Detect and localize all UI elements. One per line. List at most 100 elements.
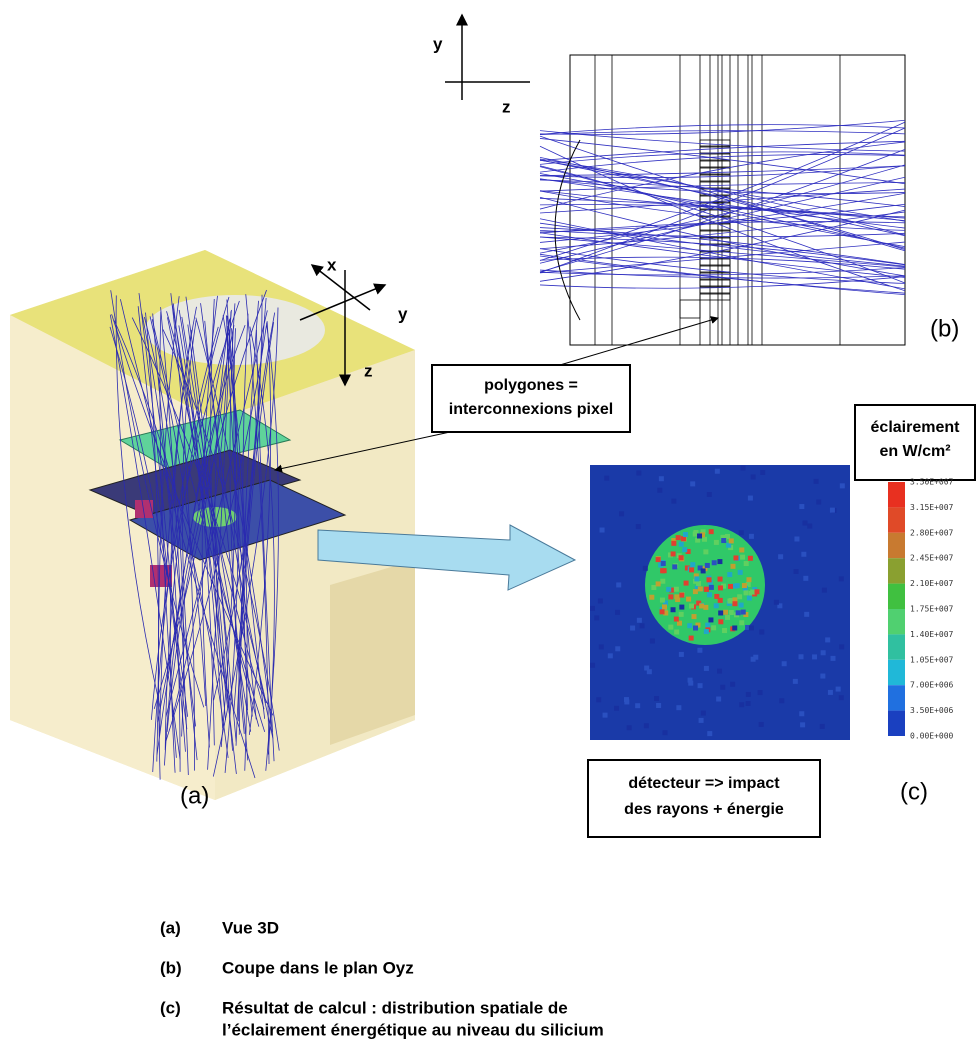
pixel-cell — [699, 153, 731, 161]
ray — [539, 135, 906, 252]
cell — [742, 585, 748, 591]
ray — [214, 319, 230, 709]
cell — [692, 589, 698, 595]
cell — [743, 561, 749, 567]
cell — [658, 562, 664, 568]
cell — [725, 534, 731, 540]
ray — [539, 190, 906, 218]
cell — [635, 524, 641, 530]
colorbar-label: 3.50E+006 — [910, 706, 954, 715]
cell — [674, 629, 680, 635]
cell — [750, 589, 756, 595]
cell — [801, 551, 807, 557]
cell — [607, 653, 613, 659]
cell — [678, 555, 684, 561]
cell — [703, 629, 709, 635]
ray — [224, 315, 239, 773]
ray — [235, 321, 275, 746]
cell — [838, 576, 844, 582]
cell — [651, 584, 657, 590]
cell — [614, 705, 620, 711]
ray — [238, 300, 259, 735]
cell — [662, 730, 668, 736]
cell — [745, 624, 751, 630]
cell — [777, 603, 783, 609]
callout-text: en W/cm² — [879, 443, 950, 460]
cell — [753, 654, 759, 660]
cell — [707, 579, 713, 585]
speckle — [590, 465, 845, 737]
pixel-cell — [699, 293, 731, 301]
ray — [539, 176, 906, 264]
colorbar-label: 3.15E+007 — [910, 503, 954, 512]
cell — [838, 695, 844, 701]
pixel-cell — [699, 272, 731, 280]
ray — [245, 294, 270, 765]
colorbar: 3.50E+007 3.15E+007 2.80E+007 2.45E+007 2.10… — [888, 478, 954, 741]
ray — [539, 159, 906, 237]
cell — [697, 683, 703, 689]
cell — [727, 598, 733, 604]
ray — [539, 121, 906, 261]
cell — [604, 475, 610, 481]
cell — [829, 507, 835, 513]
cell — [703, 604, 709, 610]
cell — [668, 594, 674, 600]
caption-tag: (b) — [160, 958, 182, 977]
cell — [679, 592, 685, 598]
cell — [649, 594, 655, 600]
ray — [539, 141, 906, 210]
caption-text: Coupe dans le plan Oyz — [222, 958, 414, 977]
cell — [803, 575, 809, 581]
colorbar-label: 2.10E+007 — [910, 579, 954, 588]
callout-text: interconnexions pixel — [449, 401, 613, 418]
cell — [646, 669, 652, 675]
cell — [705, 622, 711, 628]
cell — [615, 609, 621, 615]
cell — [707, 731, 713, 737]
cell — [750, 656, 756, 662]
cell — [820, 650, 826, 656]
cell — [694, 585, 700, 591]
cell — [636, 617, 642, 623]
ray — [539, 221, 906, 234]
cell — [732, 601, 738, 607]
cell — [734, 583, 740, 589]
cell — [696, 580, 702, 586]
ray — [539, 151, 906, 165]
cell — [759, 629, 765, 635]
cell — [594, 615, 600, 621]
cell — [698, 717, 704, 723]
cell — [674, 594, 680, 600]
cell — [700, 710, 706, 716]
cell — [718, 610, 724, 616]
cell — [706, 492, 712, 498]
ray — [539, 140, 906, 161]
cell — [821, 587, 827, 593]
callout-text: des rayons + énergie — [624, 801, 784, 818]
cell — [737, 569, 743, 575]
ray — [539, 119, 906, 135]
cell — [671, 537, 677, 543]
callout-text: polygones = — [484, 377, 578, 394]
cell — [723, 609, 729, 615]
cell — [688, 635, 694, 641]
cell — [816, 499, 822, 505]
cell — [743, 612, 749, 618]
cell — [819, 723, 825, 729]
ray — [242, 313, 249, 711]
ray — [222, 315, 248, 771]
ray — [149, 316, 207, 707]
cell — [655, 581, 661, 587]
cell — [721, 538, 727, 544]
cell — [700, 568, 706, 574]
cell — [735, 610, 741, 616]
cell — [750, 474, 756, 480]
cell — [747, 555, 753, 561]
cell — [697, 647, 703, 653]
cell — [602, 712, 608, 718]
cell — [649, 638, 655, 644]
axis-x — [310, 264, 371, 311]
section-view: y z — [433, 13, 906, 346]
